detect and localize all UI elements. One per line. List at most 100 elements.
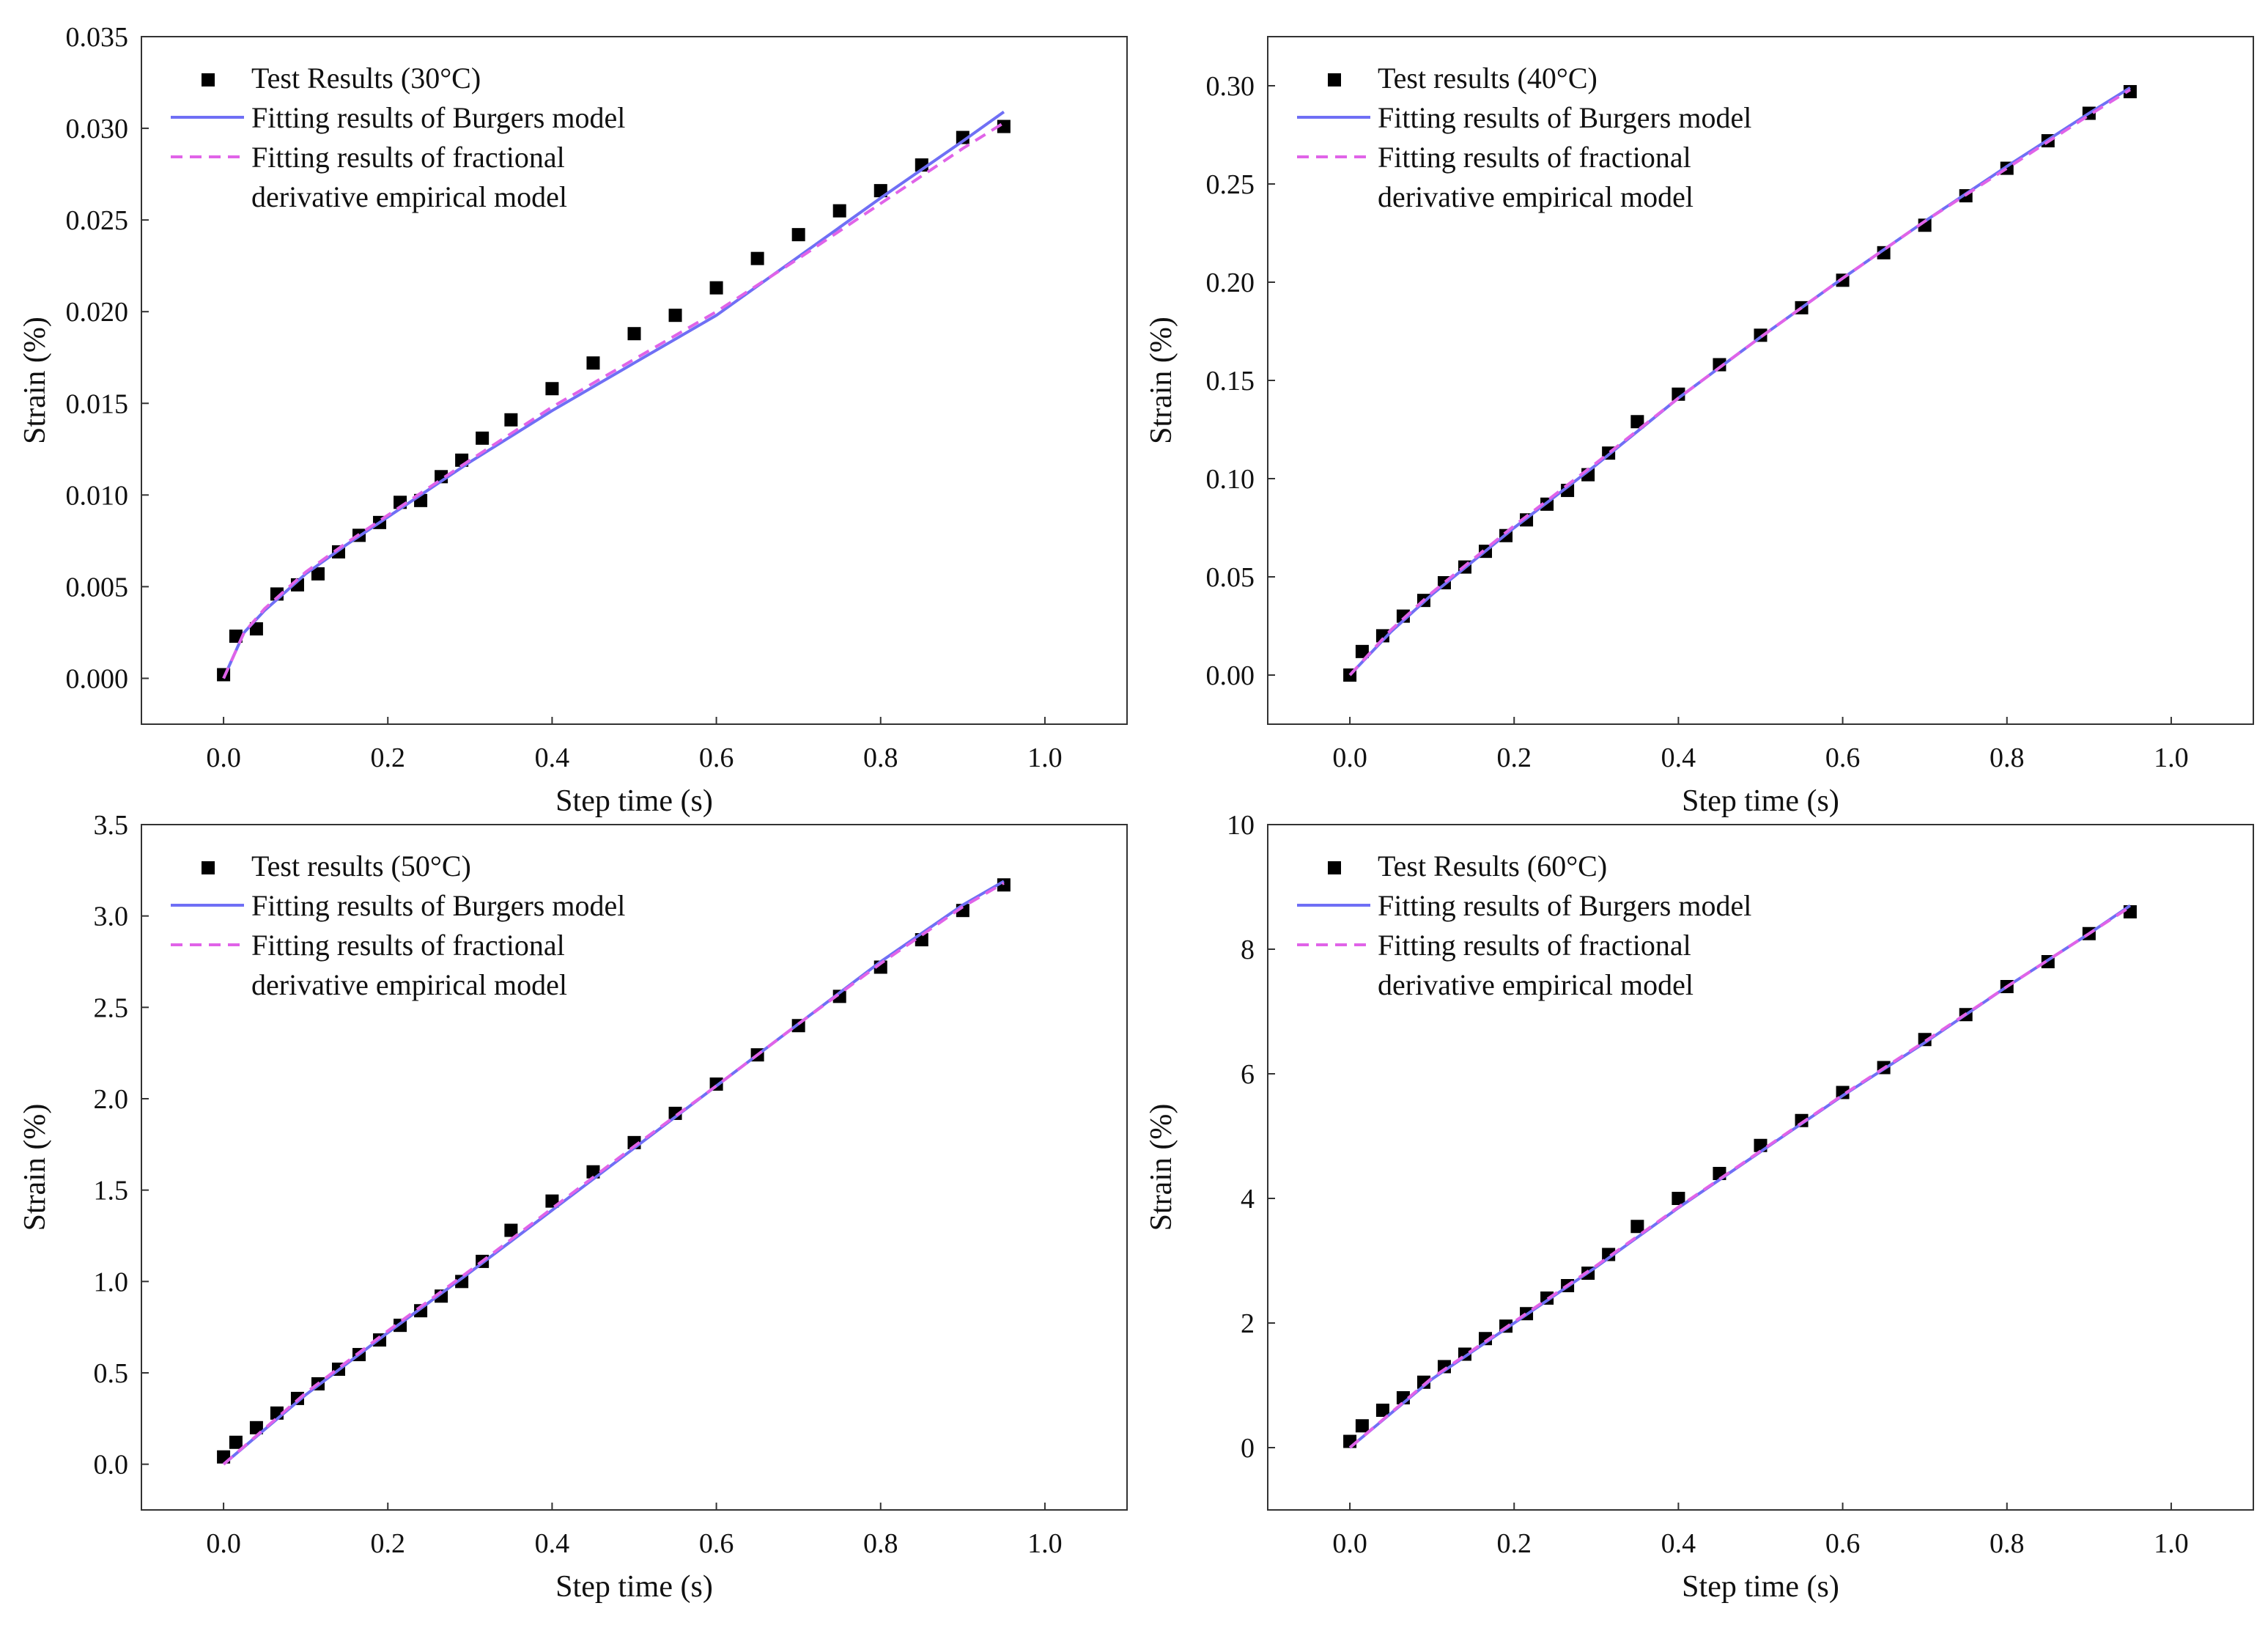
legend-label: Fitting results of fractional [1378,929,1691,962]
legend-label: Test Results (60°C) [1378,850,1607,882]
x-tick-label: 0.0 [1332,743,1367,773]
plot-frame [1267,824,2254,1511]
legend-label: Fitting results of Burgers model [1378,889,1751,922]
x-axis-label: Step time (s) [1682,1570,1839,1604]
data-point [1630,415,1644,429]
legend-label: derivative empirical model [251,968,567,1001]
y-tick-label: 0.5 [94,1358,129,1389]
data-point [1672,1192,1685,1205]
y-tick-label: 3.5 [94,810,129,841]
data-point [1918,1033,1932,1047]
legend-label: Fitting results of Burgers model [251,889,625,922]
x-axis-label: Step time (s) [1682,784,1839,818]
x-axis-label: Step time (s) [555,1570,713,1604]
x-tick-label: 1.0 [2154,1528,2189,1559]
fractional-fit-line [222,882,1005,1466]
chart-panel-40c: 0.0 0.2 0.4 0.6 0.8 1.0 0.00 0.05 0.10 0.15 0.20 0.… [1145,36,2254,818]
x-axis-label: Step time (s) [555,784,713,818]
legend-label: Fitting results of fractional [1378,141,1691,174]
legend: Test Results (30°C) Fitting results of Bu… [171,62,625,213]
x-tick-label: 0.4 [535,1528,570,1559]
data-point [229,629,243,643]
legend-label: derivative empirical model [251,180,567,213]
y-tick-label: 0.015 [66,388,129,419]
fractional-fit-line [1348,905,2131,1449]
x-tick-label: 0.4 [1661,743,1696,773]
legend-marker-icon [202,73,215,86]
data-point [504,413,518,427]
data-point [586,356,600,370]
y-axis-label: Strain (%) [1145,1104,1178,1231]
data-point [504,1223,518,1237]
legend-label: Fitting results of Burgers model [1378,101,1751,134]
data-point [1713,358,1726,372]
data-point [956,130,969,144]
x-tick-label: 0.2 [371,1528,406,1559]
x-tick-label: 0.6 [699,743,734,773]
y-tick-label: 1.0 [94,1267,129,1297]
y-axis-label: Strain (%) [18,317,52,444]
y-axis-label: Strain (%) [1145,317,1178,444]
data-point [1877,246,1891,259]
y-tick-label: 0.0 [94,1450,129,1481]
x-tick-label: 1.0 [1027,1528,1063,1559]
x-tick-label: 0.8 [1990,1528,2025,1559]
x-tick-label: 0.8 [863,743,898,773]
legend-label: derivative empirical model [1378,968,1693,1001]
x-tick-label: 1.0 [1027,743,1063,773]
data-point [545,382,559,396]
legend-label: Test results (40°C) [1378,62,1597,95]
data-point [750,251,764,265]
y-tick-label: 0.030 [66,114,129,144]
legend-marker-icon [202,861,215,874]
y-tick-label: 0.30 [1206,71,1255,102]
data-point [311,567,325,581]
data-point [1416,1375,1430,1389]
fractional-fit-line [222,121,1005,679]
x-tick-label: 1.0 [2154,743,2189,773]
data-point [1355,1419,1369,1433]
data-point [627,327,641,341]
legend-label: derivative empirical model [1378,180,1693,213]
y-tick-label: 2.0 [94,1084,129,1115]
y-tick-label: 4 [1241,1184,1255,1215]
plot-frame [141,824,1128,1511]
y-tick-label: 0.000 [66,663,129,694]
y-tick-label: 0.010 [66,480,129,511]
y-tick-label: 0.020 [66,297,129,328]
y-tick-label: 0.00 [1206,660,1255,691]
y-tick-label: 0.20 [1206,268,1255,298]
data-point [1630,1220,1644,1234]
chart-panel-60c: 0.0 0.2 0.4 0.6 0.8 1.0 0 2 4 6 8 10 Step time (s) St… [1145,810,2254,1604]
y-tick-label: 0.035 [66,22,129,53]
y-tick-label: 1.5 [94,1176,129,1206]
burgers-fit-line [1348,86,2131,677]
legend-marker-icon [1328,73,1341,86]
data-point [229,1435,243,1449]
y-tick-label: 0.025 [66,205,129,236]
data-point [1375,1404,1389,1417]
x-tick-label: 0.2 [1497,743,1532,773]
plot-frame [1267,36,2254,725]
data-point [455,1275,469,1289]
data-point [1836,1086,1850,1099]
y-tick-label: 0.25 [1206,169,1255,200]
x-tick-label: 0.8 [1990,743,2025,773]
data-point [1602,1248,1616,1261]
plot-frame [141,36,1128,725]
burgers-fit-line [222,110,1005,679]
y-tick-label: 0.10 [1206,464,1255,495]
legend-label: Fitting results of Burgers model [251,101,625,134]
data-point [997,119,1011,133]
data-point [668,309,682,323]
y-tick-label: 0 [1241,1433,1255,1464]
data-point [832,204,846,218]
x-tick-label: 0.0 [206,1528,241,1559]
data-point [791,228,805,242]
legend: Test results (40°C) Fitting results of Bu… [1297,62,1751,213]
legend-marker-icon [1328,861,1341,874]
y-tick-label: 0.005 [66,572,129,603]
x-tick-label: 0.6 [1825,743,1861,773]
legend-label: Test results (50°C) [251,850,471,882]
y-tick-label: 3.0 [94,902,129,932]
